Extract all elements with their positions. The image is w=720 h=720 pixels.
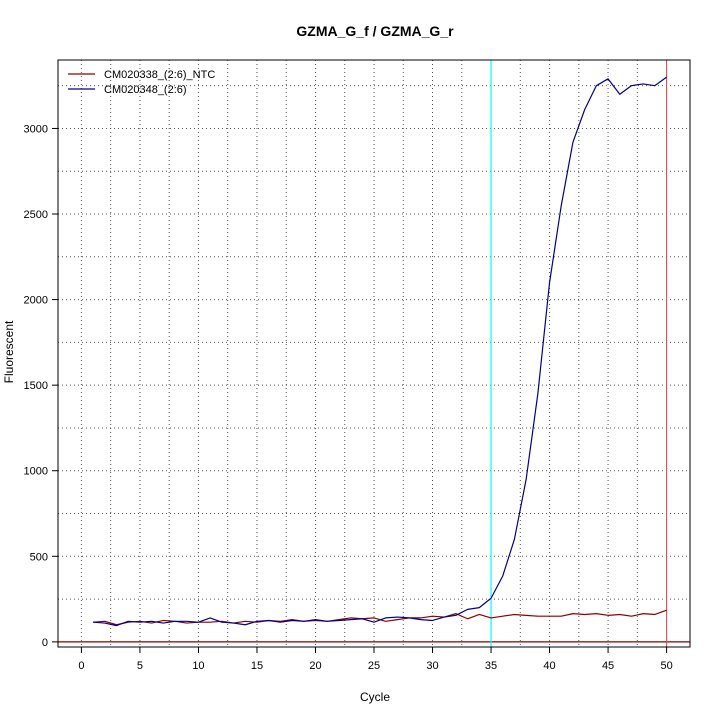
y-tick-label: 500 <box>30 551 48 563</box>
reference-lines <box>58 60 690 647</box>
x-tick-label: 0 <box>78 660 84 672</box>
legend-label-1: CM020338_(2:6)_NTC <box>104 69 215 81</box>
y-tick-label: 1500 <box>24 380 48 392</box>
x-tick-label: 20 <box>309 660 321 672</box>
y-tick-label: 0 <box>42 637 48 649</box>
y-tick-label: 1000 <box>24 466 48 478</box>
legend: CM020338_(2:6)_NTC CM020348_(2:6) <box>68 69 215 96</box>
x-tick-label: 10 <box>192 660 204 672</box>
x-tick-label: 15 <box>251 660 263 672</box>
series-lines <box>93 76 667 627</box>
x-tick-label: 30 <box>426 660 438 672</box>
legend-label-2: CM020348_(2:6) <box>104 84 187 96</box>
series-line-2 <box>93 76 667 627</box>
x-tick-label: 35 <box>485 660 497 672</box>
y-tick-label: 3000 <box>24 123 48 135</box>
x-tick-label: 50 <box>660 660 672 672</box>
x-tick-label: 5 <box>137 660 143 672</box>
y-tick-label: 2500 <box>24 209 48 221</box>
x-tick-label: 45 <box>602 660 614 672</box>
y-axis-label: Fluorescent <box>2 320 16 383</box>
x-axis-label: Cycle <box>360 690 390 704</box>
grid-lines <box>58 60 690 647</box>
x-tick-label: 25 <box>368 660 380 672</box>
y-tick-label: 2000 <box>24 295 48 307</box>
x-tick-label: 40 <box>543 660 555 672</box>
axes: 0 5 10 15 20 25 30 35 40 45 5005001000150020002500… <box>24 123 673 672</box>
chart-title: GZMA_G_f / GZMA_G_r <box>296 23 454 39</box>
